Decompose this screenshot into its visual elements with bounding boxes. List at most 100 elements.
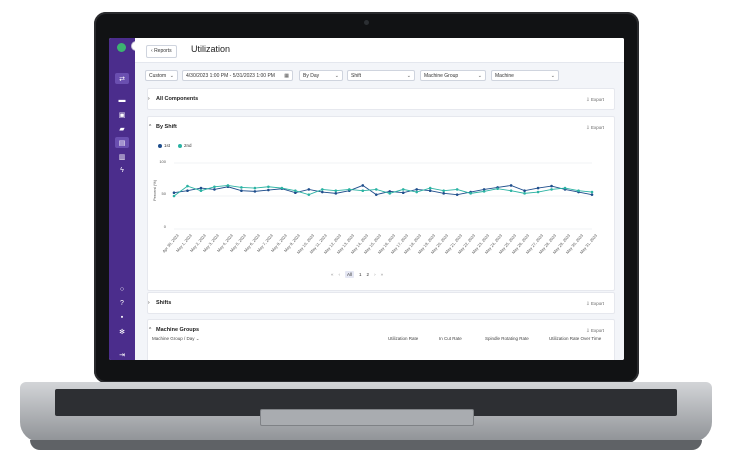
data-point-1st[interactable]: [294, 191, 297, 194]
nav-reports-icon[interactable]: ▤: [115, 137, 129, 148]
data-point-2nd[interactable]: [267, 185, 270, 189]
range-type-select[interactable]: Custom ⌄: [145, 70, 178, 81]
data-point-1st[interactable]: [307, 188, 311, 191]
legend-item-2nd[interactable]: 2nd: [178, 143, 192, 148]
data-point-1st[interactable]: [455, 193, 459, 196]
prev-page-button[interactable]: ‹: [338, 272, 341, 277]
machine-groups-title[interactable]: ⌃ Machine Groups: [148, 327, 200, 333]
data-point-1st[interactable]: [442, 192, 445, 195]
machine-groups-export-button[interactable]: ⇩ Export: [585, 328, 604, 333]
data-point-1st[interactable]: [199, 186, 203, 190]
nav-briefcase-icon[interactable]: ▰: [119, 125, 125, 133]
page-all-button[interactable]: All: [345, 271, 355, 278]
nav-logout-icon[interactable]: ⇥: [119, 351, 125, 359]
data-point-2nd[interactable]: [307, 193, 311, 196]
data-point-1st[interactable]: [415, 188, 419, 191]
data-point-1st[interactable]: [240, 189, 243, 193]
shift-select[interactable]: Shift ⌄: [347, 70, 415, 81]
data-point-2nd[interactable]: [442, 189, 445, 193]
data-point-2nd[interactable]: [509, 189, 513, 193]
col-utilization-rate-over-time[interactable]: Utilization Rate Over Time: [549, 336, 602, 341]
by-shift-export-button[interactable]: ⇩ Export: [585, 125, 604, 130]
data-point-2nd[interactable]: [550, 188, 553, 191]
shifts-export-button[interactable]: ⇩ Export: [585, 301, 604, 306]
data-point-2nd[interactable]: [321, 188, 324, 191]
first-page-button[interactable]: «: [331, 272, 334, 277]
data-point-2nd[interactable]: [253, 186, 257, 190]
nav-settings-icon[interactable]: ✻: [119, 328, 125, 336]
back-to-reports-button[interactable]: ‹ Reports: [146, 45, 177, 58]
data-point-2nd[interactable]: [172, 194, 176, 198]
nav-help-icon[interactable]: ?: [120, 300, 124, 307]
page-2-button[interactable]: 2: [366, 272, 370, 277]
shifts-title: › Shifts: [148, 300, 172, 306]
data-point-2nd[interactable]: [469, 192, 472, 195]
nav-folder-icon[interactable]: ▬: [118, 97, 126, 104]
data-point-1st[interactable]: [509, 184, 513, 187]
data-point-1st[interactable]: [401, 191, 405, 194]
data-point-2nd[interactable]: [280, 186, 284, 190]
data-point-2nd[interactable]: [428, 186, 432, 190]
data-point-1st[interactable]: [172, 191, 176, 194]
nav-shuffle-icon[interactable]: ⇄: [115, 73, 129, 84]
data-point-2nd[interactable]: [213, 185, 216, 189]
shifts-card[interactable]: › Shifts ⇩ Export: [147, 292, 615, 314]
data-point-1st[interactable]: [213, 188, 216, 191]
data-point-2nd[interactable]: [455, 188, 459, 191]
nav-search-icon[interactable]: ○: [119, 286, 125, 293]
data-point-1st[interactable]: [186, 189, 189, 193]
machine-group-select[interactable]: Machine Group ⌄: [420, 70, 486, 81]
col-spindle-rotating-rate[interactable]: Spindle Rotating Rate: [485, 336, 529, 341]
data-point-2nd[interactable]: [482, 190, 486, 193]
col-utilization-rate[interactable]: Utilization Rate: [388, 336, 419, 341]
data-point-2nd[interactable]: [334, 189, 338, 193]
data-point-2nd[interactable]: [415, 190, 419, 194]
data-point-2nd[interactable]: [347, 188, 351, 191]
data-point-1st[interactable]: [523, 189, 526, 193]
data-point-1st[interactable]: [267, 188, 270, 192]
data-point-1st[interactable]: [334, 192, 338, 195]
data-point-2nd[interactable]: [361, 189, 365, 193]
data-point-2nd[interactable]: [199, 189, 203, 193]
date-range-input[interactable]: 4/30/2023 1:00 PM - 5/31/2023 1:00 PM ▦: [182, 70, 293, 81]
data-point-1st[interactable]: [550, 184, 553, 188]
data-point-2nd[interactable]: [374, 188, 378, 191]
data-point-1st[interactable]: [536, 186, 540, 190]
data-point-2nd[interactable]: [590, 190, 594, 194]
data-point-2nd[interactable]: [577, 189, 580, 193]
data-point-2nd[interactable]: [388, 192, 392, 195]
all-components-export-button[interactable]: ⇩ Export: [585, 97, 604, 102]
data-point-1st[interactable]: [321, 190, 324, 194]
last-page-button[interactable]: »: [380, 272, 384, 277]
data-point-2nd[interactable]: [294, 189, 297, 193]
nav-lightning-icon[interactable]: ϟ: [120, 167, 124, 174]
data-point-1st[interactable]: [590, 193, 594, 196]
data-point-2nd[interactable]: [240, 186, 243, 189]
data-point-2nd[interactable]: [496, 187, 499, 191]
nav-lock-icon[interactable]: ▪: [120, 314, 124, 321]
data-point-2nd[interactable]: [563, 186, 567, 190]
data-point-1st[interactable]: [374, 193, 378, 196]
nav-chart-icon[interactable]: ▥: [118, 153, 126, 161]
data-point-2nd[interactable]: [186, 184, 189, 188]
col-in-cut-rate[interactable]: In Cut Rate: [439, 336, 462, 341]
next-page-button[interactable]: ›: [374, 272, 376, 277]
machine-select[interactable]: Machine ⌄: [491, 70, 559, 81]
data-point-1st[interactable]: [253, 190, 257, 193]
legend-item-1st[interactable]: 1st: [158, 143, 170, 148]
data-point-1st[interactable]: [361, 184, 365, 187]
page-1-button[interactable]: 1: [359, 272, 362, 277]
data-point-1st[interactable]: [482, 188, 486, 191]
group-by-select[interactable]: By Day ⌄: [299, 70, 343, 81]
data-point-2nd[interactable]: [536, 190, 540, 194]
data-point-2nd[interactable]: [523, 192, 526, 195]
data-point-2nd[interactable]: [401, 188, 405, 191]
col-machine-group-day[interactable]: Machine Group / Day ⌄: [152, 336, 200, 341]
by-shift-title[interactable]: ⌃ By Shift: [148, 124, 177, 130]
data-point-1st[interactable]: [428, 189, 432, 193]
all-components-card[interactable]: › All Components ⇩ Export: [147, 88, 615, 110]
nav-image-icon[interactable]: ▣: [118, 111, 126, 119]
data-point-1st[interactable]: [388, 190, 392, 193]
data-point-2nd[interactable]: [226, 184, 230, 187]
chevron-right-icon: ›: [148, 96, 150, 102]
